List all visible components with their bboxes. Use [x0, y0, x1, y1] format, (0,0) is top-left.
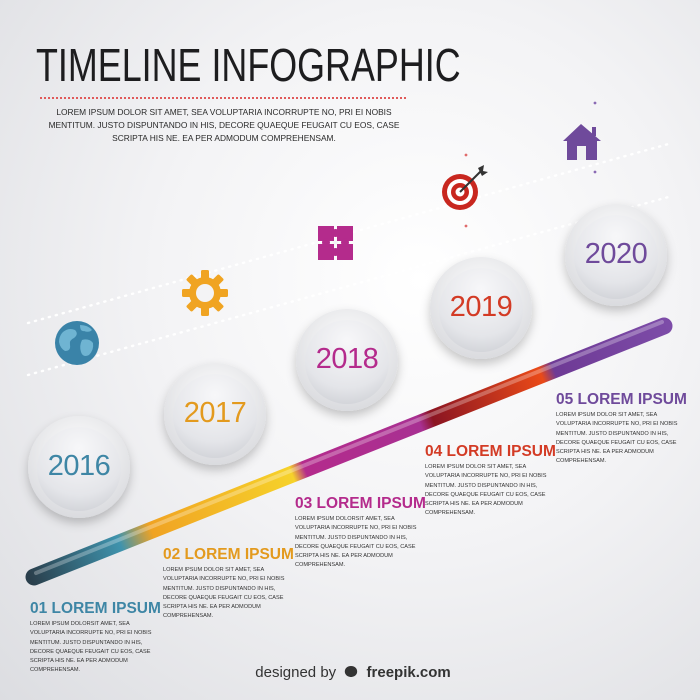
- step-description: LOREM IPSUM DOLOR SIT AMET, SEA VOLUPTAR…: [425, 464, 547, 517]
- freepik-logo-icon: [345, 666, 358, 677]
- page-title: TIMELINE INFOGRAPHIC: [36, 39, 461, 91]
- step-title: 05 LOREM IPSUM: [556, 391, 687, 408]
- year-bubble-2019: [430, 257, 532, 359]
- puzzle-icon: [318, 226, 353, 260]
- year-bubble-2020: [565, 204, 667, 306]
- step-description: LOREM IPSUM DOLORSIT AMET, SEA VOLUPTARI…: [295, 516, 417, 569]
- icon-dot-markers: [464, 101, 597, 228]
- gear-icon: [182, 270, 228, 316]
- house-icon: [563, 124, 601, 160]
- timeline-bar: [25, 317, 673, 586]
- step-title: 04 LOREM IPSUM: [425, 443, 556, 460]
- globe-icon: [55, 321, 99, 365]
- intro-text: LOREM IPSUM DOLOR SIT AMET, SEA VOLUPTAR…: [48, 107, 400, 143]
- step-title: 02 LOREM IPSUM: [163, 546, 294, 563]
- title-divider: [40, 97, 406, 99]
- step-title: 03 LOREM IPSUM: [295, 495, 426, 512]
- step-description: LOREM IPSUM DOLOR SIT AMET, SEA VOLUPTAR…: [556, 412, 678, 465]
- step-title: 01 LOREM IPSUM: [30, 600, 161, 617]
- year-bubble-2016: [28, 416, 130, 518]
- year-label: 2018: [315, 343, 379, 375]
- year-bubble-2017: [164, 363, 266, 465]
- target-icon: [442, 165, 488, 210]
- year-label: 2016: [47, 450, 111, 482]
- step-description: LOREM IPSUM DOLORSIT AMET, SEA VOLUPTARI…: [30, 621, 152, 674]
- year-label: 2019: [449, 291, 513, 323]
- year-label: 2017: [183, 397, 247, 429]
- attribution-prefix: designed by: [255, 664, 337, 681]
- year-label: 2020: [584, 238, 648, 270]
- attribution-brand[interactable]: freepik.com: [366, 664, 451, 681]
- year-bubble-2018: [296, 309, 398, 411]
- attribution: designed by freepik.com: [238, 664, 468, 681]
- step-description: LOREM IPSUM DOLOR SIT AMET, SEA VOLUPTAR…: [163, 567, 285, 620]
